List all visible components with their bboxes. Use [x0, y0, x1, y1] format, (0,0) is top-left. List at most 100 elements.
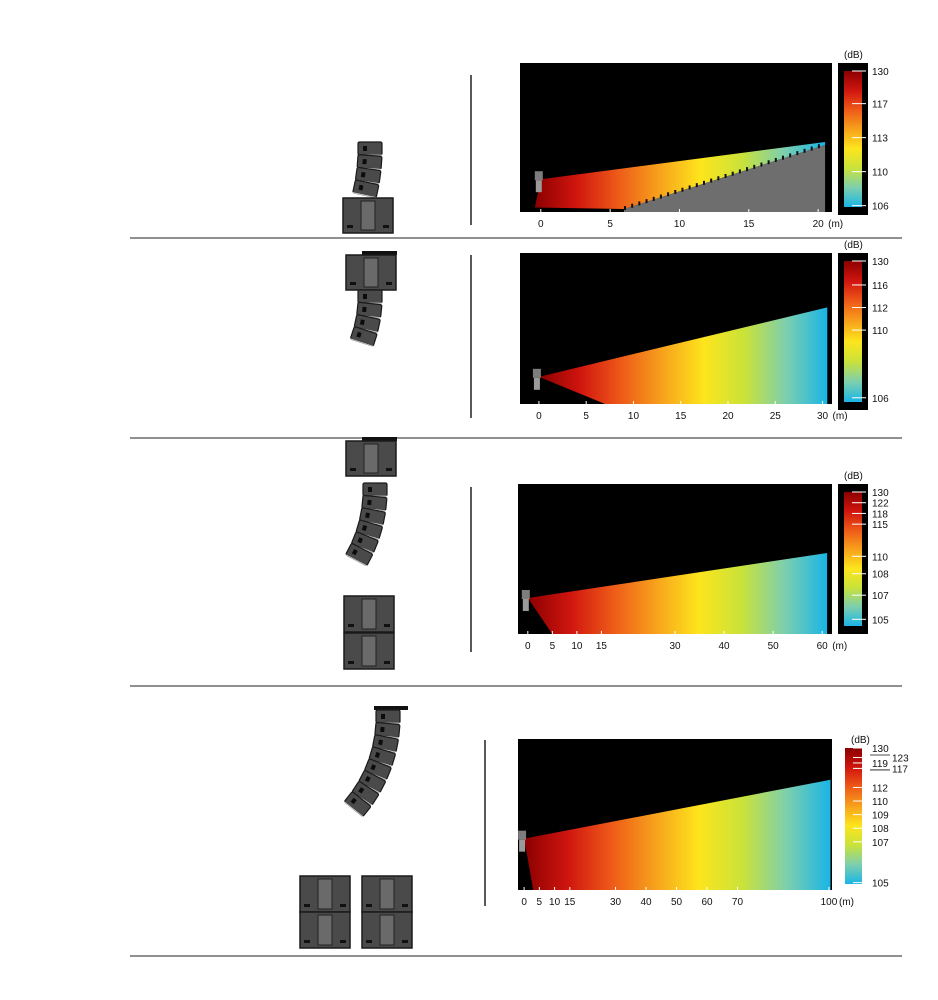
- x-tick-label: 5: [607, 219, 613, 230]
- scale-label: 110: [872, 168, 888, 179]
- scale-label: 105: [872, 615, 889, 626]
- scale-label: 106: [872, 202, 889, 213]
- x-axis: 0 5 10 15 20 25 30 (m): [536, 401, 848, 422]
- x-tick-label: 15: [743, 219, 755, 230]
- seat-mark: [631, 203, 634, 208]
- seat-mark: [810, 146, 813, 151]
- x-tick-label: 0: [521, 897, 527, 908]
- scale-unit: (dB): [844, 240, 863, 251]
- line-array-cabinet: [343, 791, 372, 817]
- x-tick-label: 5: [537, 897, 543, 908]
- scale-gradient: [845, 748, 862, 884]
- panel-2: 0 5 10 15 20 25 30 (m) (dB) 130 116 112 110 106: [130, 240, 902, 439]
- x-tick-label: 0: [525, 641, 531, 652]
- seat-mark: [717, 176, 720, 181]
- scale-gradient: [844, 261, 862, 402]
- subwoofer: [299, 875, 351, 913]
- seat-mark: [710, 178, 713, 183]
- scale-label: 109: [872, 811, 889, 822]
- scale-label: 108: [872, 824, 889, 835]
- scale-label: 115: [872, 520, 888, 531]
- seat-mark: [688, 185, 691, 190]
- scale-label: 116: [872, 281, 888, 292]
- scale-label: 107: [872, 838, 889, 849]
- seat-mark: [674, 190, 677, 195]
- scale-label: 130: [872, 744, 889, 755]
- x-axis-unit: (m): [828, 219, 843, 230]
- line-array-cabinet: [357, 289, 383, 304]
- x-axis-unit: (m): [833, 411, 848, 422]
- scale-label: 112: [872, 304, 888, 315]
- line-array-cabinet: [345, 543, 373, 567]
- scale-unit: (dB): [844, 50, 863, 61]
- x-tick-label: 20: [722, 411, 734, 422]
- subwoofer: [361, 875, 413, 913]
- seat-mark: [681, 187, 684, 192]
- seat-mark: [645, 199, 648, 204]
- scale-label: 123: [892, 754, 909, 765]
- x-tick-label: 40: [640, 897, 652, 908]
- scale-label: 105: [872, 879, 889, 890]
- seat-mark: [652, 196, 655, 201]
- x-tick-label: 50: [768, 641, 780, 652]
- subwoofer: [342, 197, 394, 234]
- scale-label: 130: [872, 67, 889, 78]
- rigging-frame: [374, 706, 408, 710]
- x-axis: 0 5 10 15 30 40 50 60 (m): [525, 631, 847, 652]
- line-array-cabinet: [352, 179, 380, 198]
- scale-label: 117: [872, 100, 888, 111]
- x-tick-label: 10: [628, 411, 640, 422]
- subwoofer: [343, 595, 395, 633]
- x-axis-unit: (m): [832, 641, 847, 652]
- coverage-area: [534, 141, 826, 210]
- seat-mark: [624, 206, 626, 211]
- x-tick-label: 5: [550, 641, 556, 652]
- array-position-marker: [532, 368, 541, 390]
- line-array-cabinet: [356, 154, 383, 170]
- scale-label: 113: [872, 134, 888, 145]
- seat-mark: [789, 153, 792, 158]
- speaker-system: [345, 251, 397, 347]
- x-tick-label: 15: [596, 641, 608, 652]
- seat-mark: [796, 151, 799, 156]
- x-axis-unit: (m): [839, 897, 854, 908]
- x-tick-label: 15: [675, 411, 687, 422]
- line-array-cabinet: [375, 709, 401, 724]
- seat-mark: [760, 162, 763, 167]
- x-tick-label: 10: [571, 641, 583, 652]
- seat-mark: [817, 144, 820, 149]
- seat-mark: [767, 160, 770, 165]
- scale-unit: (dB): [844, 471, 863, 482]
- line-array-cabinet: [357, 141, 383, 156]
- x-tick-label: 30: [610, 897, 622, 908]
- x-axis: 0 5 10 15 20 (m): [538, 209, 843, 230]
- scale-label: 108: [872, 570, 889, 581]
- seat-mark: [667, 192, 670, 197]
- scale-label: 110: [872, 797, 888, 808]
- scale-gradient: [844, 71, 862, 207]
- x-tick-label: 15: [564, 897, 576, 908]
- subwoofer: [345, 254, 397, 291]
- seat-mark: [724, 173, 727, 178]
- x-tick-label: 0: [536, 411, 542, 422]
- coverage-area: [538, 307, 828, 404]
- x-tick-label: 50: [671, 897, 683, 908]
- rigging-frame: [362, 251, 397, 255]
- seat-mark: [746, 167, 749, 172]
- line-array-cabinet: [354, 166, 382, 184]
- scale-gradient: [844, 492, 862, 626]
- seat-mark: [702, 180, 705, 185]
- speaker-system: [343, 437, 397, 670]
- seat-mark: [659, 194, 662, 199]
- seat-mark: [695, 183, 698, 188]
- x-tick-label: 30: [669, 641, 681, 652]
- scale-label: 130: [872, 257, 889, 268]
- x-tick-label: 10: [549, 897, 561, 908]
- rigging-frame: [362, 437, 397, 441]
- x-tick-label: 70: [732, 897, 744, 908]
